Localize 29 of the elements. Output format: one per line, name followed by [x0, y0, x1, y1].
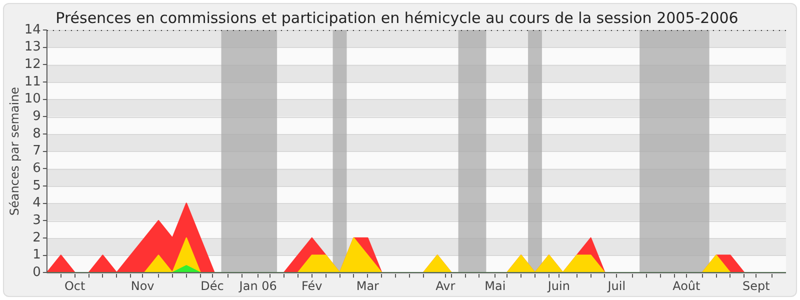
chart-title: Présences en commissions et participation en hémicycle au cours de la session 2005-2006: [56, 8, 738, 27]
y-tick-label: 12: [24, 57, 41, 72]
x-tick-label: Juin: [546, 278, 570, 293]
x-tick-label: Juil: [606, 278, 626, 293]
y-tick-label: 9: [32, 109, 41, 124]
y-tick-label: 8: [32, 126, 41, 142]
y-tick-label: 10: [24, 92, 41, 107]
y-tick-label: 7: [32, 144, 41, 159]
x-tick-label: Jan 06: [238, 278, 277, 293]
y-tick-label: 1: [32, 248, 41, 263]
y-tick-label: 0: [32, 264, 41, 280]
x-tick-label: Fév: [302, 278, 322, 293]
y-tick-label: 13: [24, 40, 41, 55]
y-tick-label: 6: [32, 161, 41, 176]
x-tick-label: Nov: [130, 278, 154, 293]
y-tick-label: 5: [32, 178, 41, 194]
y-tick-label: 14: [24, 22, 41, 38]
x-tick-label: Oct: [64, 278, 86, 293]
y-axis-title: Séances par semaine: [7, 86, 22, 216]
x-tick-label: Mar: [356, 278, 380, 293]
y-tick-label: 11: [24, 74, 41, 90]
y-tick-label: 3: [32, 212, 41, 228]
y-tick-label: 4: [32, 196, 41, 211]
x-tick-label: Août: [672, 278, 701, 293]
y-tick-label: 2: [32, 230, 41, 246]
x-tick-label: Sept: [742, 278, 770, 293]
x-tick-label: Déc: [200, 278, 224, 293]
x-tick-label: Mai: [484, 278, 506, 293]
x-tick-label: Avr: [436, 278, 456, 293]
